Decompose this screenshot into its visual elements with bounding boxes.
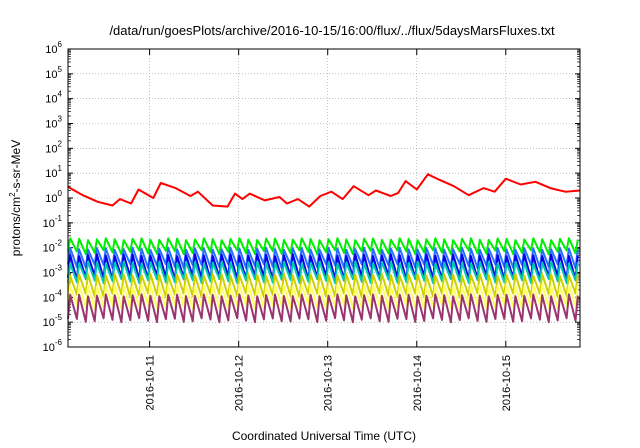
x-tick-label: 2016-10-12 xyxy=(234,355,246,411)
series-line-8 xyxy=(67,293,579,324)
x-tick-labels: 2016-10-11 2016-10-12 2016-10-13 2016-10-14… xyxy=(145,355,513,411)
x-tick-label: 2016-10-14 xyxy=(412,355,424,411)
series-line-7 xyxy=(67,283,579,311)
y-tick-label: 10-6 xyxy=(43,338,63,354)
series-lines xyxy=(67,173,581,324)
y-tick-label: 10-1 xyxy=(43,214,63,230)
series-line-6 xyxy=(67,272,579,299)
y-tick-label: 103 xyxy=(45,115,62,131)
x-tick-label: 2016-10-11 xyxy=(145,355,157,410)
y-tick-label: 10-4 xyxy=(43,288,63,304)
series-line-3 xyxy=(67,246,579,270)
y-tick-label: 100 xyxy=(45,189,62,205)
y-tick-label: 105 xyxy=(45,65,62,81)
series-line-4 xyxy=(67,253,579,281)
chart-title: /data/run/goesPlots/archive/2016-10-15/1… xyxy=(109,23,555,38)
series-line-2 xyxy=(67,237,579,256)
y-tick-label: 10-3 xyxy=(43,264,63,280)
x-axis-label: Coordinated Universal Time (UTC) xyxy=(232,429,416,443)
series-line-1 xyxy=(67,173,581,208)
x-tick-label: 2016-10-13 xyxy=(323,355,335,411)
y-tick-label: 10-2 xyxy=(43,239,63,255)
y-tick-label: 104 xyxy=(45,90,62,106)
y-tick-labels: 10-6 10-5 10-4 10-3 10-2 10-1 100 101 102 103 104 1… xyxy=(43,40,63,354)
plot-frame xyxy=(67,48,581,348)
y-axis-label: protons/cm2-s-sr-MeV xyxy=(8,140,23,256)
y-tick-label: 10-5 xyxy=(43,313,63,329)
x-tick-label: 2016-10-15 xyxy=(501,355,513,411)
series-line-5 xyxy=(67,260,579,285)
y-tick-label: 102 xyxy=(45,139,62,155)
y-tick-label: 101 xyxy=(45,164,62,180)
y-tick-label: 106 xyxy=(45,40,62,56)
